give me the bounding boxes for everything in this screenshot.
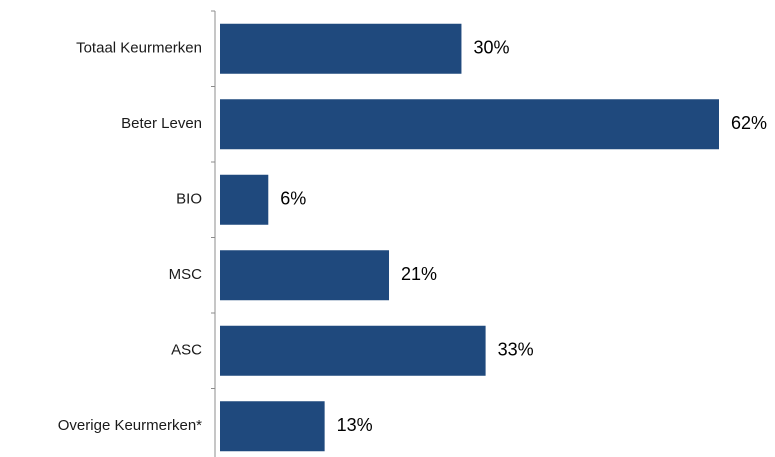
category-labels: Totaal Keurmerken Beter Leven BIO MSC ASC Ove… xyxy=(58,40,202,435)
category-label: ASC xyxy=(171,342,202,359)
value-label: 33% xyxy=(498,340,534,360)
category-label: BIO xyxy=(176,191,202,208)
category-label: Beter Leven xyxy=(121,115,202,132)
bar xyxy=(220,99,719,150)
value-label: 30% xyxy=(473,38,509,58)
bar xyxy=(220,401,325,452)
category-label: MSC xyxy=(169,266,203,283)
bar xyxy=(220,325,486,376)
bar xyxy=(220,250,390,301)
value-label: 13% xyxy=(337,415,373,435)
bar xyxy=(220,174,269,225)
category-axis-ticks xyxy=(211,10,215,389)
category-label: Overige Keurmerken* xyxy=(58,417,202,434)
value-labels: 30% 62% 6% 21% 33% 13% xyxy=(280,38,767,436)
category-label: Totaal Keurmerken xyxy=(76,40,202,57)
value-label: 21% xyxy=(401,264,437,284)
value-label: 6% xyxy=(280,189,306,209)
bars xyxy=(220,23,719,452)
value-label: 62% xyxy=(731,113,767,133)
bar xyxy=(220,23,462,74)
